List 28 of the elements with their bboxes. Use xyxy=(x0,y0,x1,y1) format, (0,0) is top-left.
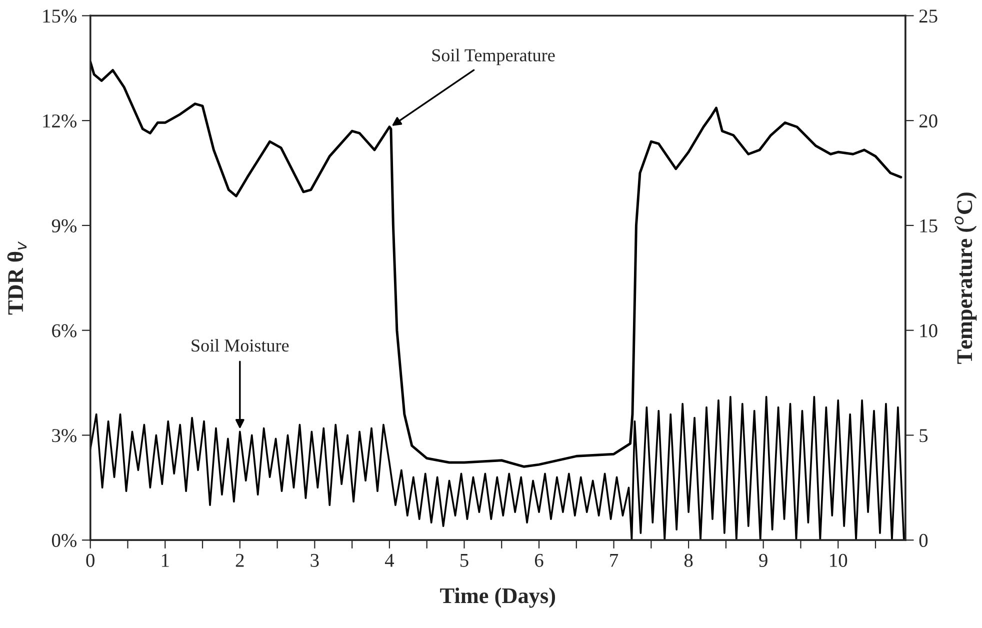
x-tick-label: 10 xyxy=(830,554,848,567)
annotation: Soil Moisture xyxy=(192,338,289,352)
y-tick-label: 15% xyxy=(43,10,76,23)
x-tick-label: 6 xyxy=(534,554,544,567)
x-tick-label: 5 xyxy=(460,554,468,567)
x-tick-label: 9 xyxy=(759,554,768,567)
y2-tick-label: 15 xyxy=(920,219,938,232)
y2-tick-label: 10 xyxy=(920,324,938,338)
y2-tick-label: 5 xyxy=(920,429,928,442)
y-tick-label: 12% xyxy=(43,114,76,128)
y2-tick-label: 0 xyxy=(919,534,928,548)
x-axis-title: Time (Days) xyxy=(440,588,556,608)
y-tick-label: 3% xyxy=(52,429,76,442)
y2-axis-title: Temperature ($^{o}$C) xyxy=(954,192,977,364)
x-tick-label: 4 xyxy=(384,554,394,567)
x-tick-label: 0 xyxy=(86,554,94,567)
x-tick-label: 1 xyxy=(162,554,169,567)
y-tick-label: 0% xyxy=(52,534,76,548)
x-tick-label: 3 xyxy=(310,554,319,567)
y2-tick-label: 20 xyxy=(919,114,938,128)
y-axis-title: TDR θ$_{v}$ xyxy=(7,241,27,315)
annotation: Soil Temperature xyxy=(432,48,555,66)
y2-tick-label: 25 xyxy=(919,10,938,23)
x-tick-label: 7 xyxy=(610,554,618,567)
y-tick-label: 6% xyxy=(52,324,76,338)
x-tick-label: 2 xyxy=(236,554,244,567)
y-tick-label: 9% xyxy=(52,219,76,232)
x-tick-label: 8 xyxy=(684,554,693,567)
